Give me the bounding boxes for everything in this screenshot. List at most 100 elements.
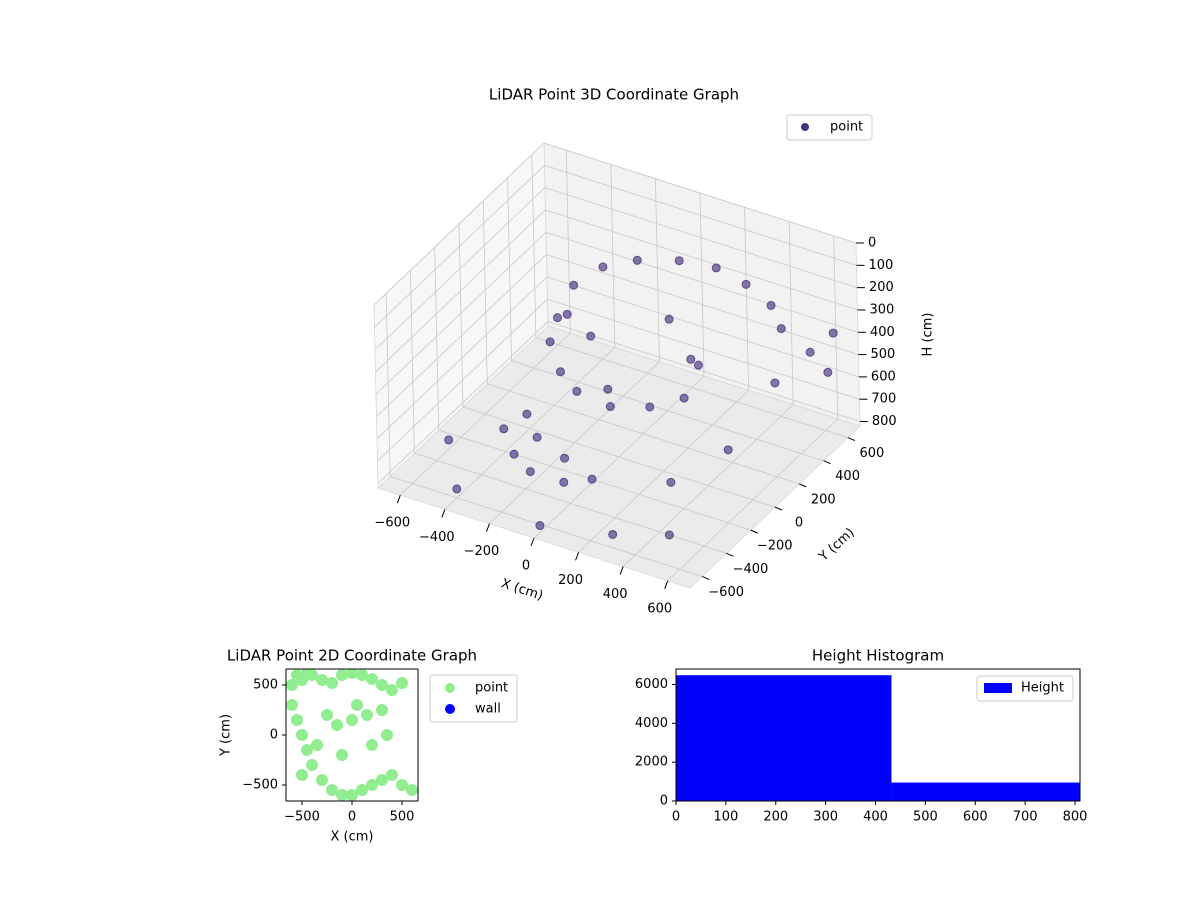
x-tick-label: −500 xyxy=(284,810,320,825)
x-tick-label: 700 xyxy=(1013,810,1038,825)
point xyxy=(396,779,408,791)
point xyxy=(311,739,323,751)
point xyxy=(569,280,579,290)
grid-line xyxy=(699,192,705,377)
legend-label: point xyxy=(830,120,863,135)
y-tick xyxy=(726,552,734,557)
point xyxy=(306,669,318,681)
point xyxy=(603,384,613,394)
point xyxy=(386,684,398,696)
x-tick xyxy=(664,580,669,590)
bar xyxy=(676,675,892,801)
axes-frame xyxy=(675,668,1081,802)
point xyxy=(331,719,343,731)
x-tick-label: 200 xyxy=(763,810,788,825)
y-tick-label: 200 xyxy=(811,492,836,507)
legend-marker xyxy=(445,704,455,714)
point xyxy=(361,709,373,721)
point xyxy=(326,784,338,796)
grid-line xyxy=(833,235,839,419)
point xyxy=(316,674,328,686)
z-axis-label: H (cm) xyxy=(921,313,936,357)
point xyxy=(356,669,368,681)
point xyxy=(823,367,833,377)
point xyxy=(356,784,368,796)
y-tick-label: −200 xyxy=(757,539,793,554)
point xyxy=(560,453,570,463)
y-tick xyxy=(823,460,831,465)
point xyxy=(346,714,358,726)
legend-marker xyxy=(801,123,809,131)
plot-area xyxy=(286,669,418,801)
point xyxy=(525,467,535,477)
point xyxy=(452,484,462,494)
point xyxy=(532,432,542,442)
point xyxy=(291,714,303,726)
point xyxy=(741,279,751,289)
legend-marker xyxy=(445,683,455,693)
z-tick-label: 400 xyxy=(870,325,895,340)
legend-box xyxy=(976,675,1074,702)
point xyxy=(509,449,519,459)
y-tick-label: 0 xyxy=(660,794,668,809)
point xyxy=(776,324,786,334)
point xyxy=(572,386,582,396)
x-tick xyxy=(530,537,535,547)
y-tick-label: −400 xyxy=(733,562,769,577)
x-tick-label: 800 xyxy=(1063,810,1088,825)
point xyxy=(559,477,569,487)
x-tick-label: 400 xyxy=(603,587,628,602)
chart-title: LiDAR Point 2D Coordinate Graph xyxy=(227,647,477,665)
grid-line xyxy=(744,207,749,391)
x-axis-label: X (cm) xyxy=(331,830,374,845)
grid-line xyxy=(374,165,545,328)
x-tick-label: 600 xyxy=(963,810,988,825)
grid-line xyxy=(375,231,547,395)
y-tick-label: 400 xyxy=(835,469,860,484)
x-tick-label: 600 xyxy=(647,601,672,616)
point xyxy=(286,699,298,711)
z-tick-label: 0 xyxy=(868,236,876,251)
grid-line xyxy=(531,154,537,338)
grid-line xyxy=(487,383,800,485)
grid-line xyxy=(374,187,546,350)
x-tick-label: −600 xyxy=(374,516,410,531)
grid-line xyxy=(414,452,727,554)
legend-label: wall xyxy=(475,702,501,717)
point xyxy=(306,759,318,771)
grid-line xyxy=(788,221,794,405)
point xyxy=(674,256,684,266)
point xyxy=(553,313,563,323)
point xyxy=(301,744,313,756)
grid-line xyxy=(535,337,848,438)
z-tick-label: 500 xyxy=(870,347,895,362)
grid-line xyxy=(546,254,859,355)
grid-line xyxy=(462,406,776,508)
point xyxy=(770,378,780,388)
grid-line xyxy=(547,298,860,400)
grid-line xyxy=(511,360,824,462)
grid-line xyxy=(544,187,858,289)
point xyxy=(664,530,674,540)
point xyxy=(366,779,378,791)
y-tick-label: 0 xyxy=(270,728,278,743)
point xyxy=(562,309,572,319)
z-tick-label: 200 xyxy=(869,280,894,295)
point xyxy=(805,347,815,357)
x-tick-label: 0 xyxy=(348,810,356,825)
grid-line xyxy=(385,293,391,477)
point xyxy=(381,729,393,741)
point xyxy=(296,729,308,741)
z-tick-label: 600 xyxy=(871,369,896,384)
point xyxy=(605,402,615,412)
point xyxy=(376,679,388,691)
point xyxy=(366,673,378,685)
x-tick-label: 200 xyxy=(558,573,583,588)
x-tick-label: 500 xyxy=(913,810,938,825)
point xyxy=(828,328,838,338)
x-tick-label: 0 xyxy=(522,559,530,574)
point xyxy=(336,789,348,801)
x-tick-label: −400 xyxy=(419,530,455,545)
point xyxy=(598,262,608,272)
point xyxy=(499,424,509,434)
